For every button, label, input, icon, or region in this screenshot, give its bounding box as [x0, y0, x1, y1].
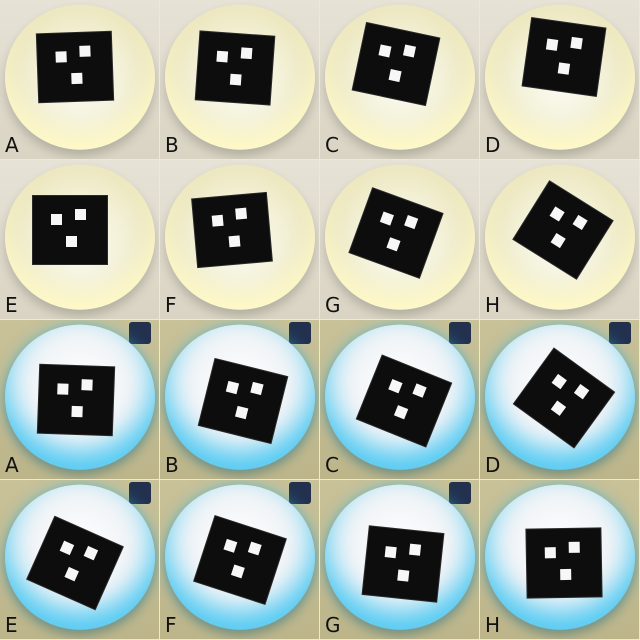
panel-g-warm: G: [320, 160, 480, 320]
panel-label: E: [5, 293, 18, 317]
panel-label: C: [325, 453, 339, 477]
panel-f-warm: F: [160, 160, 320, 320]
marker-cell: [81, 378, 94, 391]
marker-cell: [550, 232, 566, 249]
fiducial-marker: [38, 364, 115, 435]
panel-b-warm: B: [160, 0, 320, 160]
marker-cell: [70, 72, 83, 84]
panel-e-warm: E: [0, 160, 160, 320]
marker-cell: [557, 62, 571, 76]
cable-connector: [289, 482, 311, 504]
marker-cell: [403, 44, 417, 58]
marker-cell: [551, 373, 568, 390]
panel-label: F: [165, 293, 177, 317]
marker-cell: [247, 541, 262, 555]
marker-cell: [572, 214, 588, 230]
panel-h-warm: H: [480, 160, 640, 320]
marker-cell: [64, 566, 79, 582]
marker-cell: [74, 208, 86, 220]
marker-cell: [234, 207, 247, 220]
marker-cell: [65, 235, 77, 247]
panel-c-cool: C: [320, 320, 480, 480]
panel-label: D: [485, 453, 501, 477]
marker-cell: [551, 400, 567, 416]
cable-connector: [609, 322, 631, 344]
marker-cell: [211, 214, 224, 227]
fiducial-marker: [362, 526, 444, 602]
panel-label: D: [485, 133, 501, 157]
marker-cell: [83, 545, 98, 561]
marker-cell: [225, 380, 239, 395]
panel-a-warm: A: [0, 0, 160, 160]
panel-f-cool: F: [160, 480, 320, 640]
panel-d-warm: D: [480, 0, 640, 160]
marker-cell: [544, 546, 557, 559]
marker-cell: [380, 211, 395, 226]
panel-label: A: [5, 453, 19, 477]
fiducial-marker: [32, 195, 107, 264]
marker-cell: [560, 568, 572, 580]
marker-cell: [384, 546, 397, 559]
panel-label: F: [165, 613, 177, 637]
marker-cell: [396, 569, 410, 582]
marker-cell: [55, 51, 67, 63]
panel-a-cool: A: [0, 320, 160, 480]
panel-g-cool: G: [320, 480, 480, 640]
marker-cell: [388, 68, 402, 82]
fiducial-marker: [191, 192, 272, 268]
fiducial-marker: [195, 31, 275, 105]
panel-h-cool: H: [480, 480, 640, 640]
panel-label: B: [165, 133, 179, 157]
marker-cell: [240, 47, 253, 60]
panel-label: G: [325, 613, 341, 637]
marker-cell: [216, 51, 228, 63]
panel-label: C: [325, 133, 339, 157]
cable-connector: [129, 482, 151, 504]
marker-cell: [378, 43, 392, 58]
marker-cell: [549, 206, 565, 222]
panel-d-cool: D: [480, 320, 640, 480]
cable-connector: [129, 322, 151, 344]
marker-cell: [249, 381, 264, 396]
fiducial-marker: [353, 22, 440, 105]
panel-label: A: [5, 133, 19, 157]
marker-cell: [408, 543, 421, 556]
fiducial-marker: [36, 31, 113, 103]
marker-cell: [234, 405, 249, 420]
panel-label: H: [485, 613, 501, 637]
marker-cell: [404, 215, 419, 230]
panel-label: B: [165, 453, 179, 477]
panel-e-cool: E: [0, 480, 160, 640]
panel-b-cool: B: [160, 320, 320, 480]
marker-cell: [394, 405, 409, 420]
marker-cell: [222, 538, 237, 553]
panel-label: H: [485, 293, 501, 317]
marker-cell: [546, 38, 559, 52]
marker-cell: [50, 213, 62, 225]
marker-cell: [574, 383, 590, 400]
cable-connector: [449, 482, 471, 504]
panel-label: E: [5, 613, 18, 637]
marker-cell: [570, 37, 584, 50]
marker-cell: [568, 541, 581, 553]
marker-cell: [386, 237, 401, 252]
panel-label: G: [325, 293, 341, 317]
marker-cell: [71, 405, 84, 417]
marker-cell: [388, 379, 403, 394]
cable-connector: [289, 322, 311, 344]
marker-cell: [59, 540, 74, 555]
fiducial-marker: [526, 528, 602, 598]
fiducial-marker: [522, 18, 606, 97]
cable-connector: [449, 322, 471, 344]
marker-cell: [57, 382, 69, 395]
marker-cell: [412, 383, 427, 398]
marker-cell: [78, 45, 91, 57]
marker-cell: [228, 235, 241, 248]
panel-c-warm: C: [320, 0, 480, 160]
marker-cell: [230, 563, 245, 578]
marker-cell: [229, 74, 242, 86]
